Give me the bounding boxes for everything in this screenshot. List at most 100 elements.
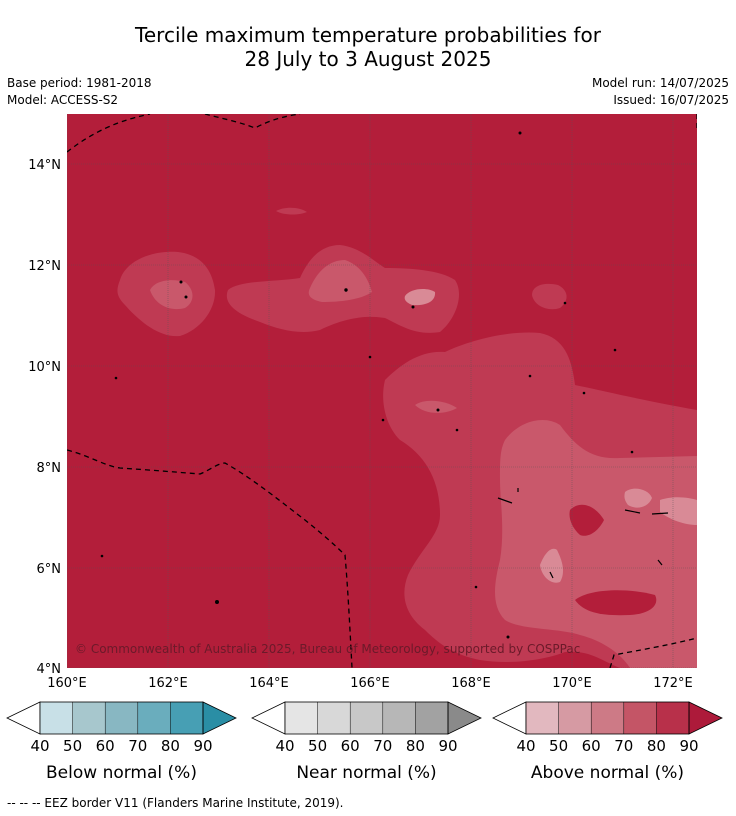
island — [381, 418, 385, 422]
colorbar-tick-label: 60 — [582, 737, 601, 755]
colorbar-tick-label: 90 — [193, 737, 212, 755]
lat-tick-label: 8°N — [37, 461, 62, 476]
colorbar-tick-label: 70 — [373, 737, 392, 755]
lon-tick-label: 172°E — [653, 676, 693, 691]
colorbar-segment — [317, 702, 351, 734]
island — [582, 391, 586, 395]
colorbar-segment — [526, 702, 559, 734]
lon-tick-label: 170°E — [552, 676, 592, 691]
model-run: Model run: 14/07/2025 — [591, 76, 729, 90]
lat-tick-label: 14°N — [28, 158, 61, 173]
prob-region-80-90-patch-2 — [575, 590, 657, 616]
island — [114, 376, 118, 380]
lon-tick-label: 160°E — [47, 676, 87, 691]
island — [411, 305, 415, 309]
prob-region-60-70-islet — [415, 400, 457, 413]
colorbar-label: Near normal (%) — [296, 763, 436, 783]
colorbar-outline — [525, 701, 690, 735]
colorbar-tick-label: 80 — [647, 737, 666, 755]
colorbar-segment — [105, 702, 138, 734]
issued-date: Issued: 16/07/2025 — [613, 93, 729, 107]
island — [215, 600, 219, 604]
island — [455, 428, 459, 432]
island — [184, 295, 188, 299]
prob-region-60-70-west — [150, 280, 193, 310]
island — [563, 301, 567, 305]
lat-tick-label: 12°N — [28, 259, 61, 274]
island — [630, 450, 634, 454]
colorbar-tick-label: 80 — [161, 737, 180, 755]
colorbar-tick-label: 70 — [614, 737, 633, 755]
colorbar-tick-label: 40 — [516, 737, 535, 755]
colorbar-segment — [285, 702, 318, 734]
colorbar-tick-label: 60 — [341, 737, 360, 755]
colorbar-segment — [623, 702, 657, 734]
prob-region-50-60-east-1 — [624, 488, 652, 508]
prob-region-50-60-east-2 — [540, 548, 564, 583]
eez-border-north — [67, 114, 301, 153]
colorbar-tick-label: 70 — [128, 737, 147, 755]
lat-axis: 14°N 12°N 10°N 8°N 6°N 4°N — [28, 158, 61, 677]
lon-tick-label: 168°E — [451, 676, 491, 691]
lon-tick-label: 164°E — [249, 676, 289, 691]
colorbar-label: Above normal (%) — [531, 763, 684, 783]
islands — [100, 131, 669, 639]
colorbar-segment — [170, 702, 203, 734]
lat-tick-label: 10°N — [28, 360, 61, 375]
prob-region-50-60-edge — [660, 497, 697, 525]
colorbar-extend-high — [688, 701, 723, 735]
eez-border-west — [67, 449, 353, 668]
colorbar-tick-label: 80 — [406, 737, 425, 755]
colorbar-label: Below normal (%) — [46, 763, 197, 783]
prob-region-60-70-central — [308, 260, 372, 302]
eez-borders — [67, 114, 697, 668]
map-area: © Commonwealth of Australia 2025, Bureau… — [67, 114, 697, 668]
colorbar-tick-label: 50 — [308, 737, 327, 755]
colorbar-tick-label: 90 — [679, 737, 698, 755]
island — [436, 408, 440, 412]
island — [518, 131, 522, 135]
prob-region-80-90-patch-1 — [569, 504, 604, 536]
colorbar-segment — [591, 702, 624, 734]
lon-tick-label: 166°E — [350, 676, 390, 691]
colorbar-segment — [72, 702, 106, 734]
colorbar-extend-high — [202, 701, 237, 735]
colorbar-tick-label: 40 — [275, 737, 294, 755]
title-line-2: 28 July to 3 August 2025 — [244, 47, 492, 71]
colorbar-tick-label: 40 — [30, 737, 49, 755]
colorbar-extend-low — [6, 701, 41, 735]
map-copyright: © Commonwealth of Australia 2025, Bureau… — [75, 642, 580, 656]
island — [368, 355, 372, 359]
colorbar-extend-low — [492, 701, 527, 735]
prob-region-70-80-small — [532, 283, 567, 310]
colorbar-extend-high — [447, 701, 482, 735]
gridlines — [67, 114, 697, 668]
title-line-1: Tercile maximum temperature probabilitie… — [135, 23, 601, 47]
colorbar-segment — [656, 702, 689, 734]
colorbars: 40 50 60 70 80 90 Below normal (%) 40 50 60 70 80 90… — [6, 701, 723, 783]
colorbar-segment — [40, 702, 73, 734]
colorbar-outline — [39, 701, 204, 735]
colorbar-tick-label: 90 — [438, 737, 457, 755]
prob-region-70-80-tiny — [276, 207, 307, 215]
eez-border-legend: -- -- -- EEZ border V11 (Flanders Marine… — [7, 796, 344, 810]
colorbar-segment — [558, 702, 592, 734]
lat-tick-label: 4°N — [37, 662, 62, 677]
island — [344, 288, 348, 292]
island — [613, 348, 617, 352]
colorbar-segment — [415, 702, 448, 734]
island — [528, 374, 532, 378]
island — [497, 488, 669, 579]
colorbar-segment — [382, 702, 416, 734]
prob-region-50-60-central — [404, 288, 436, 306]
colorbar-3: 40 50 60 70 80 90 Above normal (%) — [492, 701, 723, 783]
lon-axis: 160°E 162°E 164°E 166°E 168°E 170°E 172°E — [47, 676, 693, 691]
colorbar-tick-label: 50 — [63, 737, 82, 755]
lon-tick-label: 162°E — [148, 676, 188, 691]
model-name: Model: ACCESS-S2 — [7, 93, 119, 107]
island — [179, 280, 183, 284]
colorbar-extend-low — [251, 701, 286, 735]
colorbar-tick-label: 60 — [96, 737, 115, 755]
